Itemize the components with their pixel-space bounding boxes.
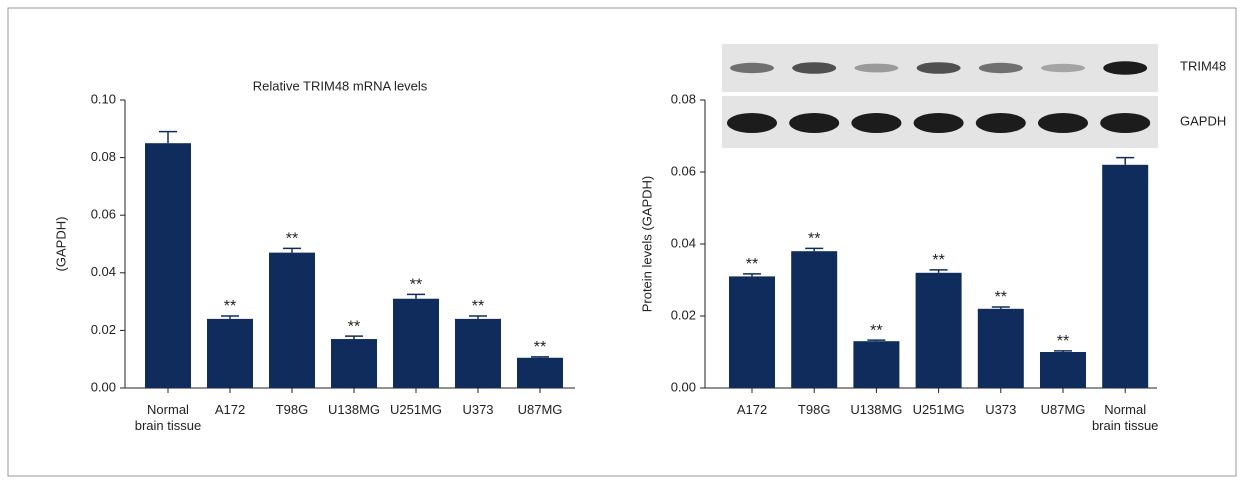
significance: **: [410, 277, 422, 294]
x-tick-label: U87MG: [504, 402, 576, 418]
blot-band: [976, 113, 1026, 133]
blot-band: [851, 113, 901, 133]
figure: 0.00 0.02 0.04 0.06 0.08 0.10 Relative TRIM48 …: [0, 0, 1244, 484]
significance: **: [472, 298, 484, 315]
bar: [729, 276, 775, 388]
blot-band: [914, 113, 964, 133]
significance: **: [534, 339, 546, 356]
blot-band: [979, 63, 1023, 73]
y-tick-label: 0.06: [91, 207, 116, 222]
y-tick-label: 0.06: [671, 163, 696, 178]
y-axis-label: Protein levels (GAPDH): [639, 176, 654, 313]
bar: [393, 299, 439, 388]
blot-band: [789, 113, 839, 133]
bar: [455, 319, 501, 388]
bar: [331, 339, 377, 388]
blot-band: [854, 64, 898, 73]
y-tick-label: 0.00: [671, 379, 696, 394]
x-tick-label: T98G: [778, 402, 850, 418]
blot-band: [1041, 64, 1085, 72]
bar: [145, 143, 191, 388]
significance: **: [932, 252, 944, 269]
y-tick-label: 0.10: [91, 91, 116, 106]
significance: **: [808, 231, 820, 248]
bar: [978, 309, 1024, 388]
y-tick-label: 0.08: [671, 91, 696, 106]
significance: **: [995, 289, 1007, 306]
x-tick-label: U251MG: [903, 402, 975, 418]
y-tick-label: 0.00: [91, 379, 116, 394]
blot-label: GAPDH: [1180, 113, 1226, 128]
significance: **: [870, 322, 882, 339]
x-tick-label: U138MG: [840, 402, 912, 418]
bar: [916, 273, 962, 388]
bar: [517, 358, 563, 388]
chart-title: Relative TRIM48 mRNA levels: [253, 78, 428, 93]
blot-band: [792, 62, 836, 74]
x-tick-label: Normal brain tissue: [1089, 402, 1161, 434]
x-tick-label: U373: [965, 402, 1037, 418]
blot-band: [1103, 61, 1147, 75]
y-tick-label: 0.04: [671, 235, 696, 250]
bar: [791, 251, 837, 388]
y-tick-label: 0.08: [91, 149, 116, 164]
significance: **: [1057, 333, 1069, 350]
bar: [207, 319, 253, 388]
blot-band: [917, 62, 961, 74]
blot-band: [1100, 113, 1150, 133]
significance: **: [746, 256, 758, 273]
significance: **: [348, 318, 360, 335]
y-tick-label: 0.02: [91, 322, 116, 337]
blot-band: [730, 63, 774, 73]
y-axis-label: (GAPDH): [53, 217, 68, 272]
bar: [269, 253, 315, 388]
y-tick-label: 0.02: [671, 307, 696, 322]
blot-band: [727, 113, 777, 133]
blot-label: TRIM48: [1180, 58, 1226, 73]
significance: **: [224, 298, 236, 315]
y-tick-label: 0.04: [91, 264, 116, 279]
x-tick-label: U87MG: [1027, 402, 1099, 418]
bar: [1040, 352, 1086, 388]
significance: **: [286, 231, 298, 248]
x-tick-label: A172: [716, 402, 788, 418]
bar: [853, 341, 899, 388]
bar: [1102, 165, 1148, 388]
blot-band: [1038, 113, 1088, 133]
